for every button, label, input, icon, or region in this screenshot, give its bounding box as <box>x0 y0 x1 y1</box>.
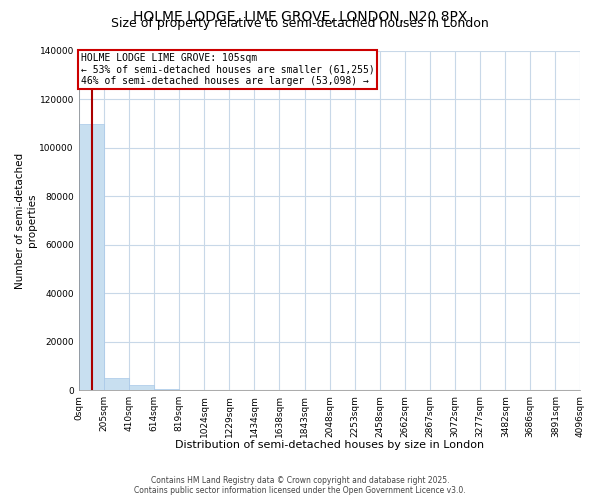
Text: HOLME LODGE LIME GROVE: 105sqm
← 53% of semi-detached houses are smaller (61,255: HOLME LODGE LIME GROVE: 105sqm ← 53% of … <box>80 52 374 86</box>
Bar <box>104 378 129 390</box>
Text: HOLME LODGE, LIME GROVE, LONDON, N20 8PX: HOLME LODGE, LIME GROVE, LONDON, N20 8PX <box>133 10 467 24</box>
Bar <box>79 124 104 390</box>
Text: Size of property relative to semi-detached houses in London: Size of property relative to semi-detach… <box>111 18 489 30</box>
Bar <box>129 386 154 390</box>
Text: Contains HM Land Registry data © Crown copyright and database right 2025.
Contai: Contains HM Land Registry data © Crown c… <box>134 476 466 495</box>
Bar <box>154 388 179 390</box>
Y-axis label: Number of semi-detached
properties: Number of semi-detached properties <box>15 152 37 288</box>
X-axis label: Distribution of semi-detached houses by size in London: Distribution of semi-detached houses by … <box>175 440 484 450</box>
